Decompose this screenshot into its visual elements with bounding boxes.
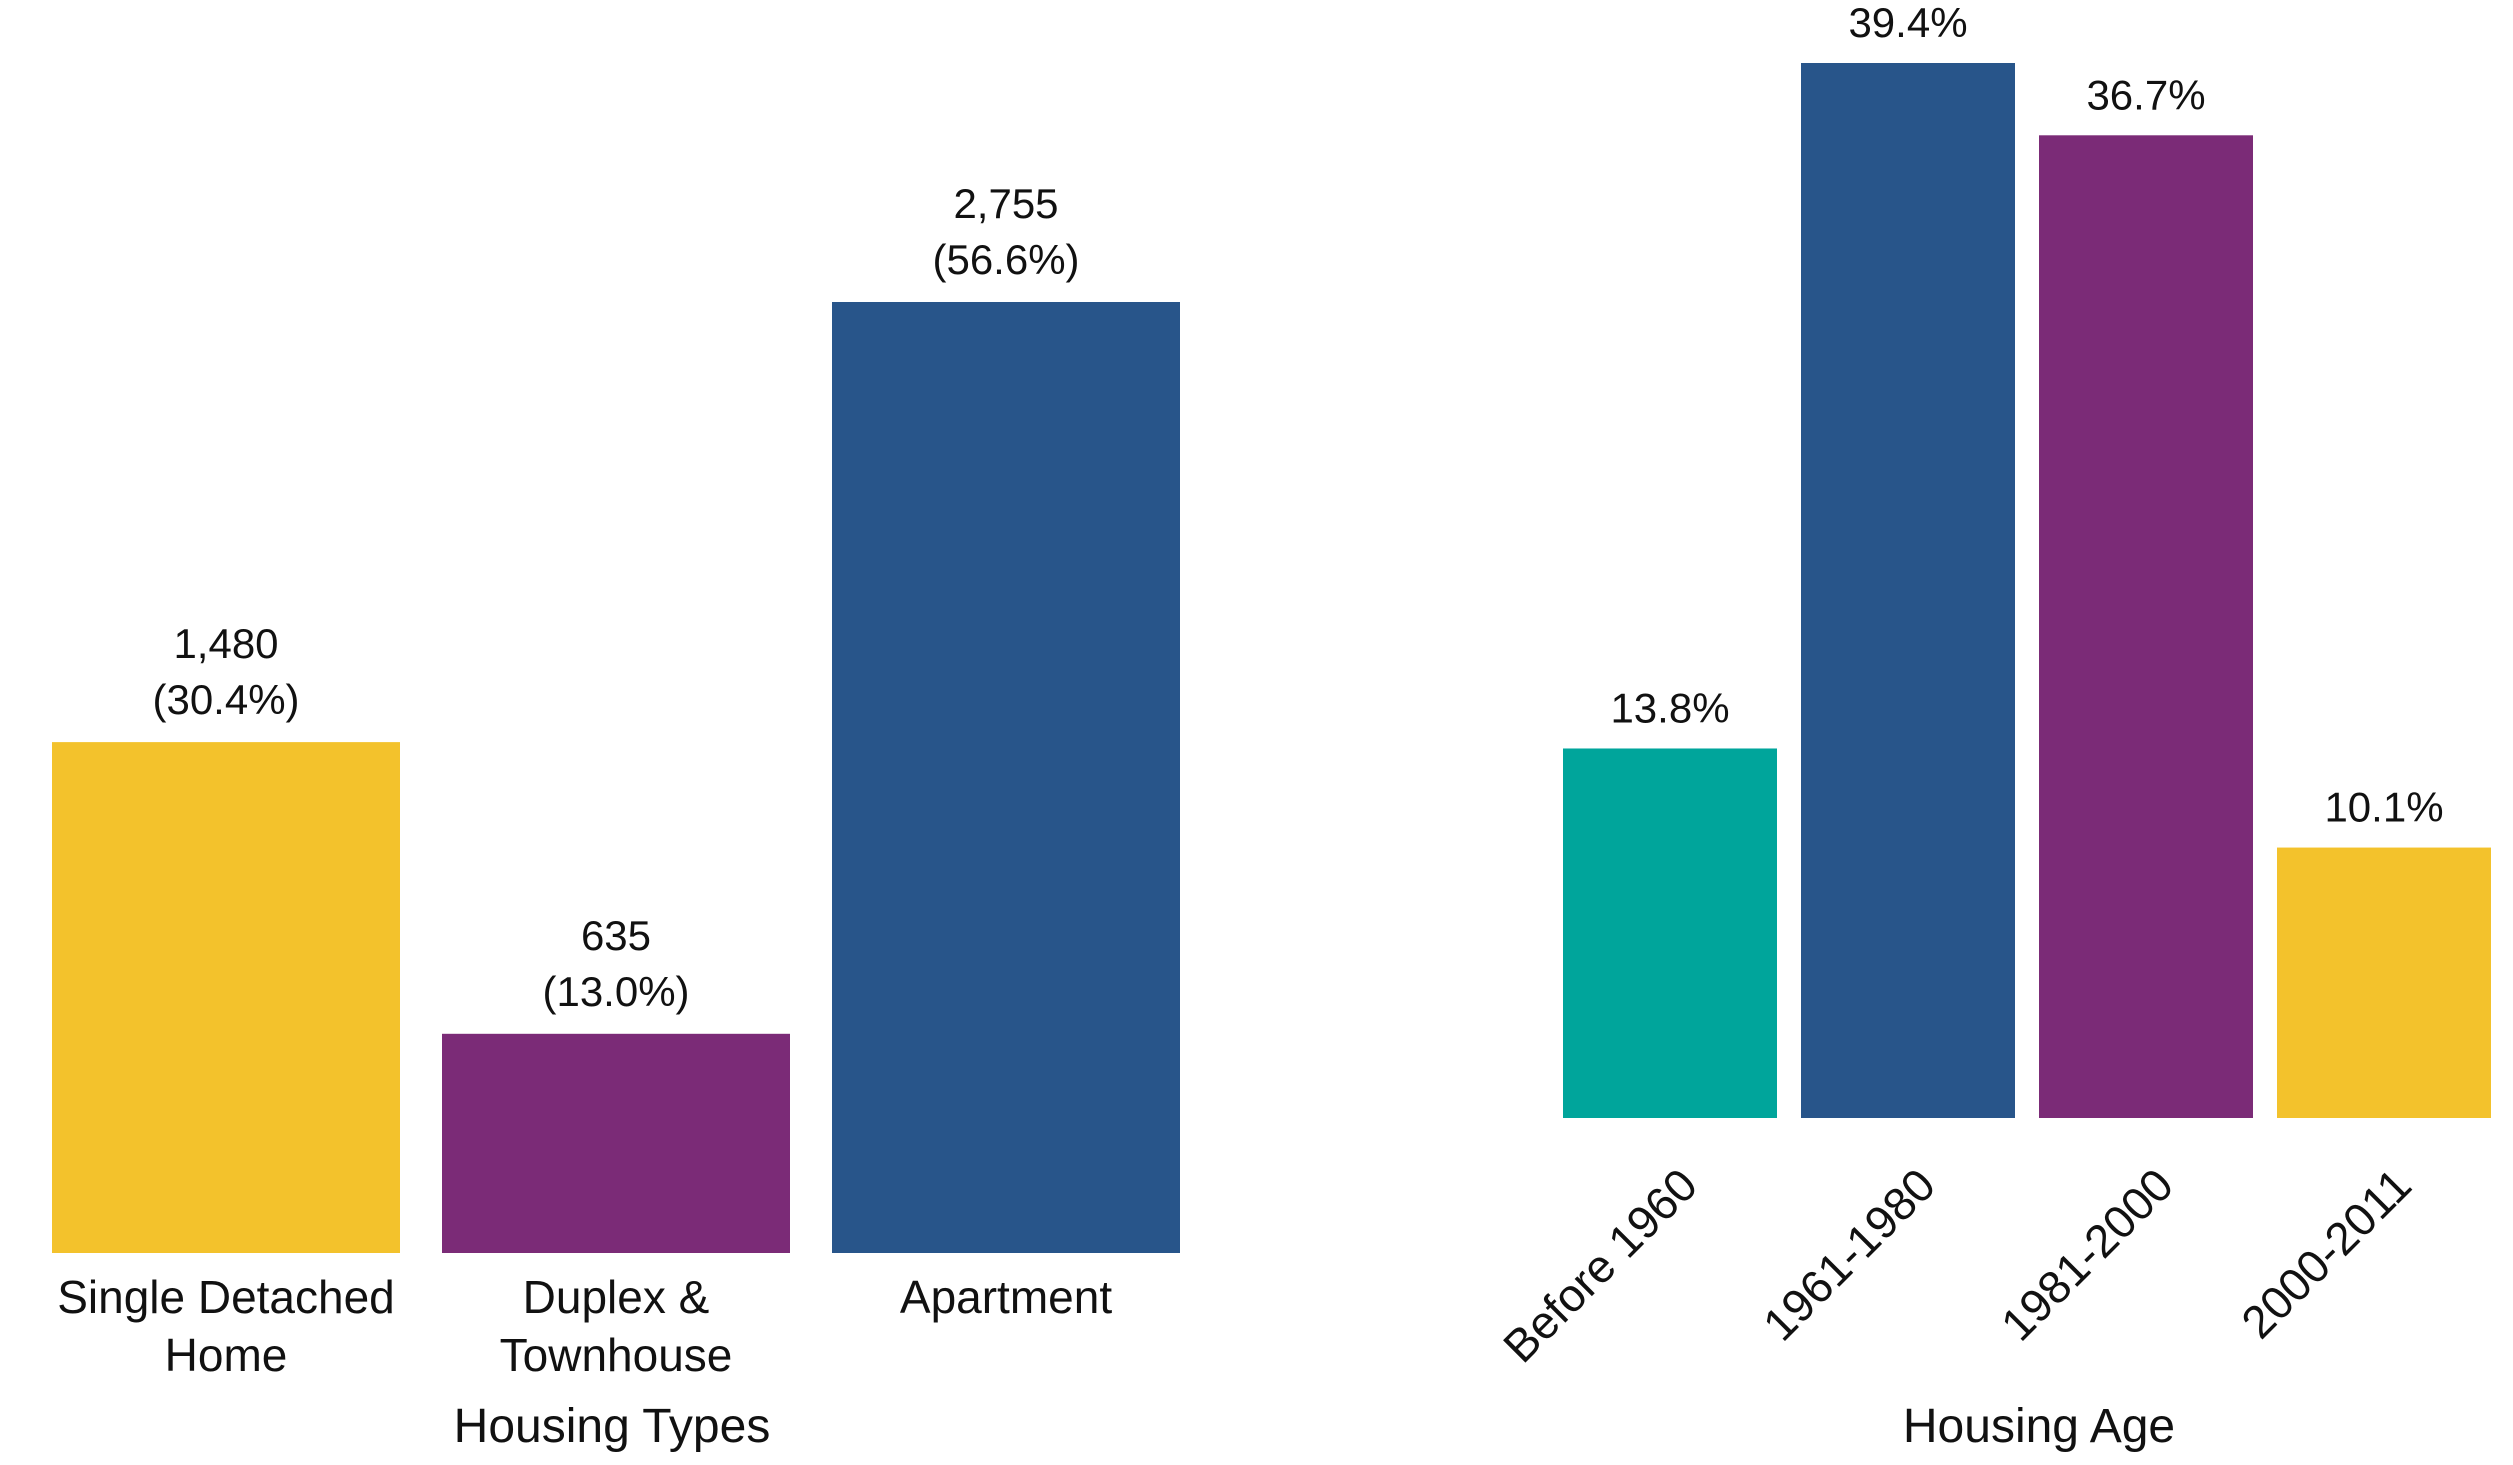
bar-single-detached-home — [52, 742, 400, 1253]
tick-label-single-detached-home: Single Detached Home — [57, 1271, 395, 1381]
bar-duplex-townhouse — [442, 1033, 790, 1253]
housing-age-chart: 13.8% Before 1960 39.4% 1961-1980 36.7% 1981-… — [1493, 0, 2491, 1453]
bar-before-1960 — [1563, 748, 1777, 1118]
data-label-2000-2011: 10.1% — [2324, 784, 2443, 831]
data-label-duplex-townhouse: 635 (13.0%) — [542, 912, 689, 1015]
data-label-1961-1980: 39.4% — [1848, 0, 1967, 46]
x-axis-title-housing-types: Housing Types — [454, 1400, 771, 1453]
tick-label-before-1960: Before 1960 — [1493, 1158, 1707, 1372]
bar-1981-2000 — [2039, 135, 2253, 1119]
tick-label-duplex-townhouse: Duplex & Townhouse — [500, 1271, 733, 1381]
data-label-before-1960: 13.8% — [1610, 684, 1729, 731]
tick-label-1981-2000: 1981-2000 — [1991, 1158, 2183, 1350]
bar-1961-1980 — [1801, 63, 2015, 1118]
data-label-apartment: 2,755 (56.6%) — [932, 180, 1079, 283]
tick-label-apartment: Apartment — [900, 1271, 1112, 1323]
data-label-single-detached-home: 1,480 (30.4%) — [152, 620, 299, 723]
x-axis-title-housing-age: Housing Age — [1903, 1400, 2175, 1453]
bar-2000-2011 — [2277, 847, 2491, 1118]
housing-types-chart: 1,480 (30.4%) Single Detached Home 635 (13.0%… — [52, 180, 1180, 1453]
bar-apartment — [832, 302, 1180, 1253]
tick-label-1961-1980: 1961-1980 — [1753, 1158, 1945, 1350]
tick-label-2000-2011: 2000-2011 — [2231, 1158, 2421, 1348]
data-label-1981-2000: 36.7% — [2086, 71, 2205, 118]
